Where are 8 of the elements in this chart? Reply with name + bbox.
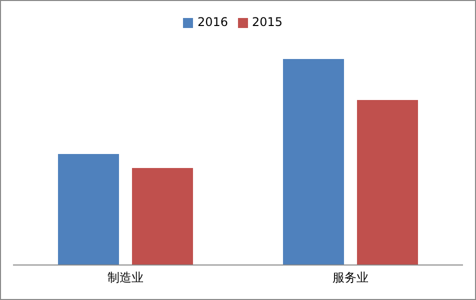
x-tick-label: 制造业 xyxy=(108,270,144,285)
bar xyxy=(357,100,418,265)
legend-label: 2015 xyxy=(252,15,283,29)
bar xyxy=(283,59,344,265)
x-tick-label: 服务业 xyxy=(332,270,368,285)
bar xyxy=(132,168,193,265)
bar xyxy=(58,154,119,265)
legend-label: 2016 xyxy=(197,15,228,29)
